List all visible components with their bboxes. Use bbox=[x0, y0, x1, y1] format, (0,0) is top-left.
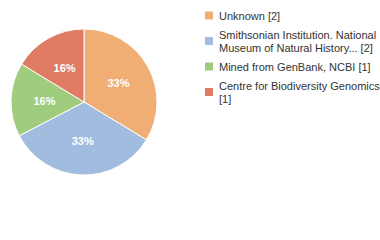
svg-text:Museum of Natural History... [: Museum of Natural History... [2] bbox=[219, 42, 373, 54]
svg-text:[1]: [1] bbox=[219, 93, 231, 105]
svg-text:Centre for Biodiversity Genomi: Centre for Biodiversity Genomics bbox=[219, 80, 380, 92]
svg-text:Smithsonian Institution. Natio: Smithsonian Institution. National bbox=[219, 29, 379, 41]
svg-text:Mined from GenBank, NCBI [1]: Mined from GenBank, NCBI [1] bbox=[219, 61, 371, 73]
svg-text:Unknown [2]: Unknown [2] bbox=[219, 10, 280, 22]
svg-text:33%: 33% bbox=[107, 77, 129, 89]
svg-text:16%: 16% bbox=[34, 95, 56, 107]
svg-text:33%: 33% bbox=[72, 135, 94, 147]
svg-text:16%: 16% bbox=[54, 62, 76, 74]
